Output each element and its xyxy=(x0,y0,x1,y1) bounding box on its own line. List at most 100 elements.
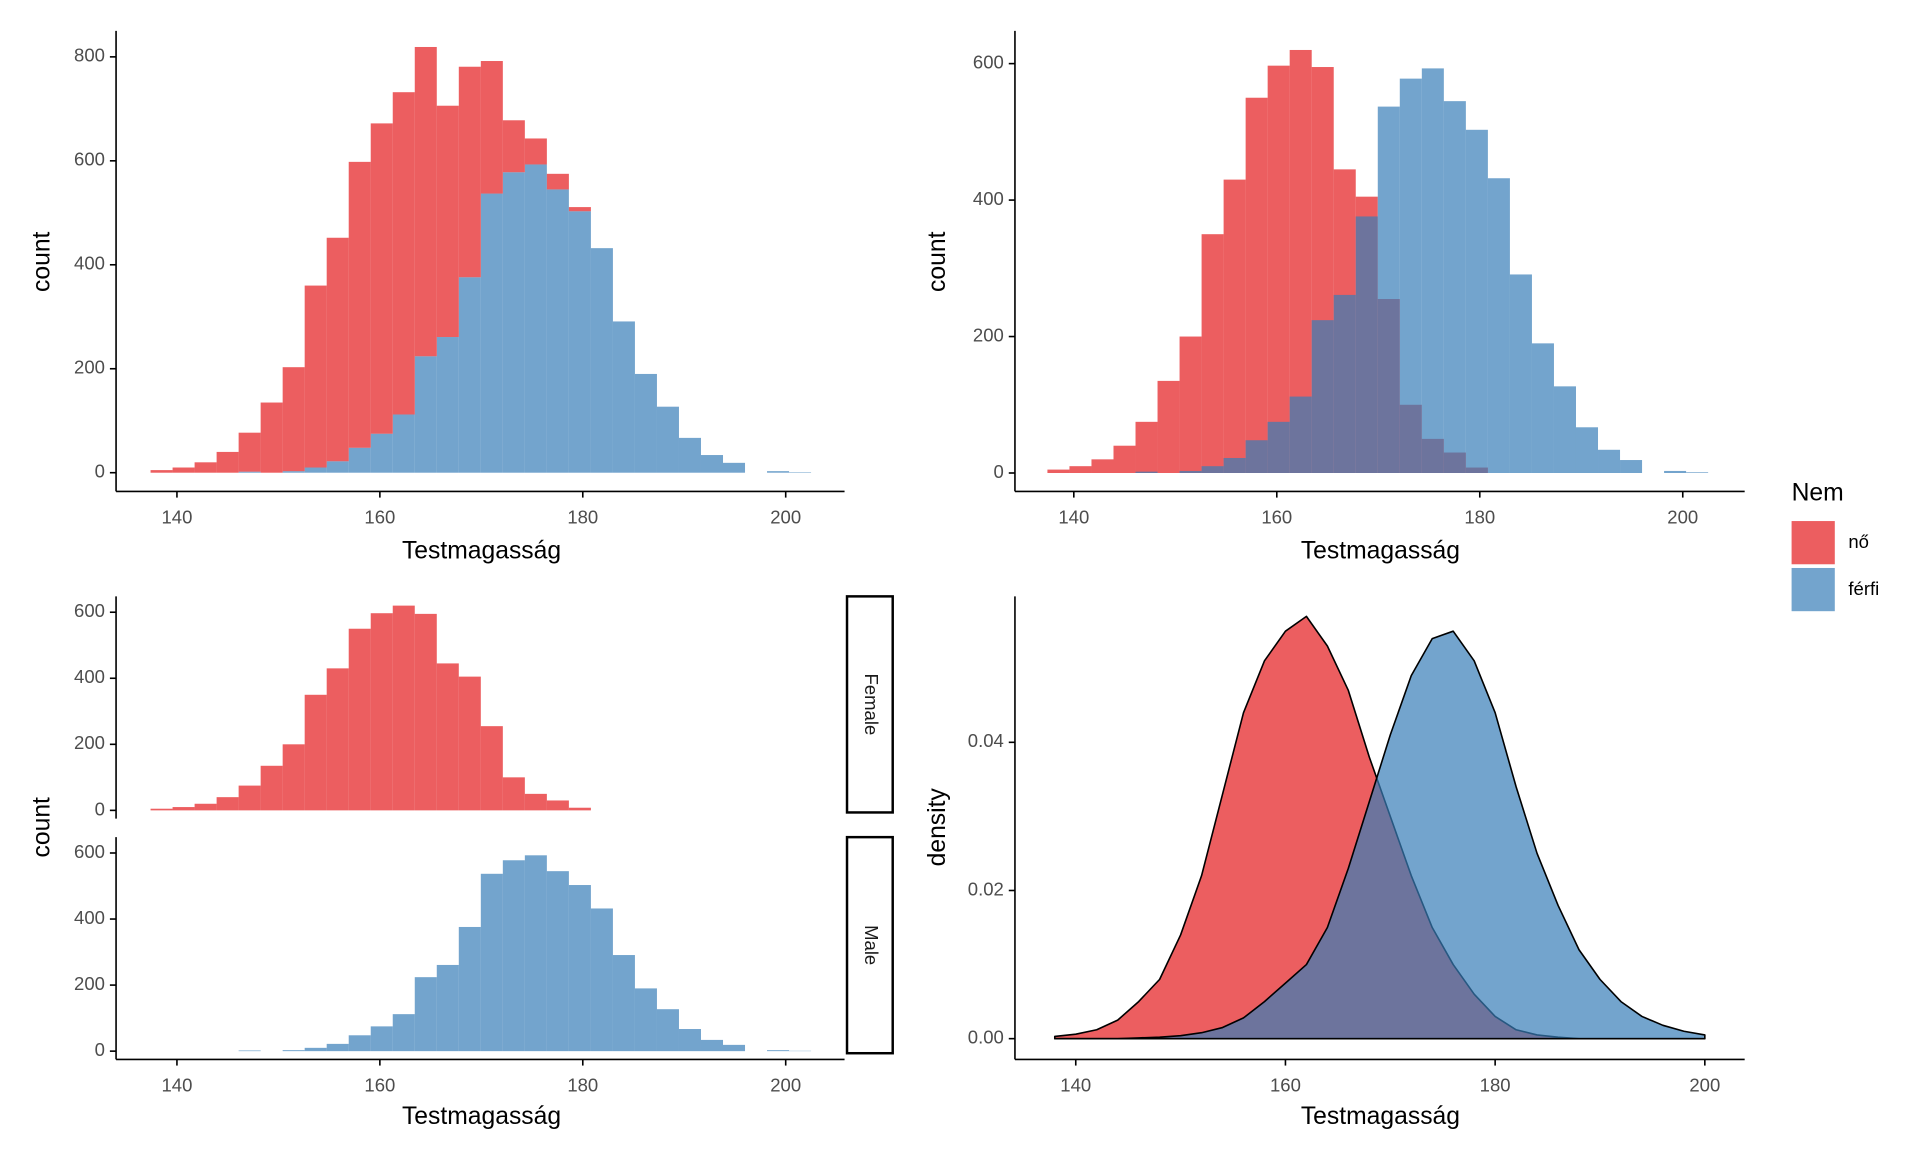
bar xyxy=(767,1050,790,1052)
bar xyxy=(260,765,283,811)
bar xyxy=(436,337,459,473)
bar xyxy=(1399,78,1422,473)
bar xyxy=(1223,179,1246,473)
bar xyxy=(1443,101,1466,473)
bar xyxy=(480,61,503,194)
bar xyxy=(238,785,261,811)
bar xyxy=(216,451,239,473)
bar xyxy=(436,105,459,338)
bar xyxy=(392,92,415,415)
bar xyxy=(789,472,812,473)
bar xyxy=(634,373,657,473)
bar xyxy=(326,237,349,462)
bar xyxy=(1223,457,1246,473)
bar xyxy=(1311,320,1334,473)
bar xyxy=(348,1035,371,1052)
y-tick-label: 200 xyxy=(74,732,105,753)
bar xyxy=(458,277,481,473)
legend-title: Nem xyxy=(1792,479,1844,506)
bar xyxy=(1201,466,1224,473)
bar xyxy=(1113,445,1136,473)
bar xyxy=(1091,459,1114,473)
bar xyxy=(546,871,569,1052)
bar xyxy=(370,1026,393,1052)
bar xyxy=(1201,234,1224,473)
y-tick-label: 0 xyxy=(95,1039,105,1060)
bar xyxy=(1377,106,1400,473)
y-tick-label: 600 xyxy=(74,600,105,621)
bar xyxy=(1333,294,1356,473)
bar xyxy=(392,605,415,811)
bar xyxy=(414,46,437,357)
bar xyxy=(590,248,613,473)
bar xyxy=(568,211,591,473)
legend-key xyxy=(1791,521,1835,565)
y-tick-label: 200 xyxy=(973,324,1004,345)
x-tick-label: 160 xyxy=(1270,1074,1301,1095)
bar xyxy=(1179,336,1202,473)
bar xyxy=(304,285,327,468)
bar xyxy=(216,797,239,811)
bar xyxy=(348,628,371,811)
y-tick-label: 400 xyxy=(74,666,105,687)
bar xyxy=(1355,216,1378,473)
bar xyxy=(326,668,349,811)
bar xyxy=(1553,386,1576,473)
bar xyxy=(326,461,349,473)
y-tick-label: 200 xyxy=(74,973,105,994)
y-tick-label: 200 xyxy=(74,357,105,378)
y-tick-label: 0 xyxy=(994,461,1004,482)
y-axis-title: count xyxy=(924,231,951,292)
y-tick-label: 400 xyxy=(973,188,1004,209)
bar xyxy=(767,471,790,473)
bar xyxy=(392,1014,415,1052)
bar xyxy=(458,676,481,811)
x-tick-label: 160 xyxy=(364,506,395,527)
bar xyxy=(150,470,173,473)
y-tick-label: 0.02 xyxy=(968,878,1004,899)
bar xyxy=(480,726,503,811)
bar xyxy=(1598,449,1621,473)
bar xyxy=(238,471,261,473)
bar xyxy=(1157,380,1180,473)
x-tick-label: 160 xyxy=(1261,506,1292,527)
x-tick-label: 140 xyxy=(1060,1074,1091,1095)
bar xyxy=(524,793,547,811)
bar xyxy=(502,172,525,473)
bar xyxy=(1267,421,1290,473)
bar xyxy=(260,402,283,473)
bar xyxy=(524,138,547,165)
density-area xyxy=(1053,630,1706,1040)
bar xyxy=(1421,68,1444,473)
bar xyxy=(392,414,415,473)
bar xyxy=(414,613,437,811)
bar xyxy=(1531,343,1554,473)
bar xyxy=(502,777,525,811)
bar xyxy=(546,173,569,190)
bar xyxy=(304,467,327,473)
bar xyxy=(700,1039,724,1052)
bar xyxy=(458,66,481,278)
bar xyxy=(238,1050,261,1052)
x-axis-title: Testmagasság xyxy=(402,1103,561,1130)
x-tick-label: 200 xyxy=(770,506,801,527)
bar xyxy=(590,908,613,1052)
bar xyxy=(370,433,393,473)
x-tick-label: 140 xyxy=(161,1074,192,1095)
bar xyxy=(370,613,393,811)
x-tick-label: 200 xyxy=(770,1074,801,1095)
bar xyxy=(1465,129,1488,473)
bar xyxy=(656,406,679,473)
y-tick-label: 0 xyxy=(95,798,105,819)
bar xyxy=(568,885,591,1052)
x-axis-title: Testmagasság xyxy=(1301,537,1460,564)
bar xyxy=(524,164,547,473)
bar xyxy=(568,207,591,212)
y-tick-label: 400 xyxy=(74,907,105,928)
bar xyxy=(436,964,459,1052)
bar xyxy=(612,955,635,1052)
bar xyxy=(1509,274,1532,473)
bar xyxy=(414,977,437,1052)
bar xyxy=(1487,178,1510,473)
bar xyxy=(480,873,503,1052)
